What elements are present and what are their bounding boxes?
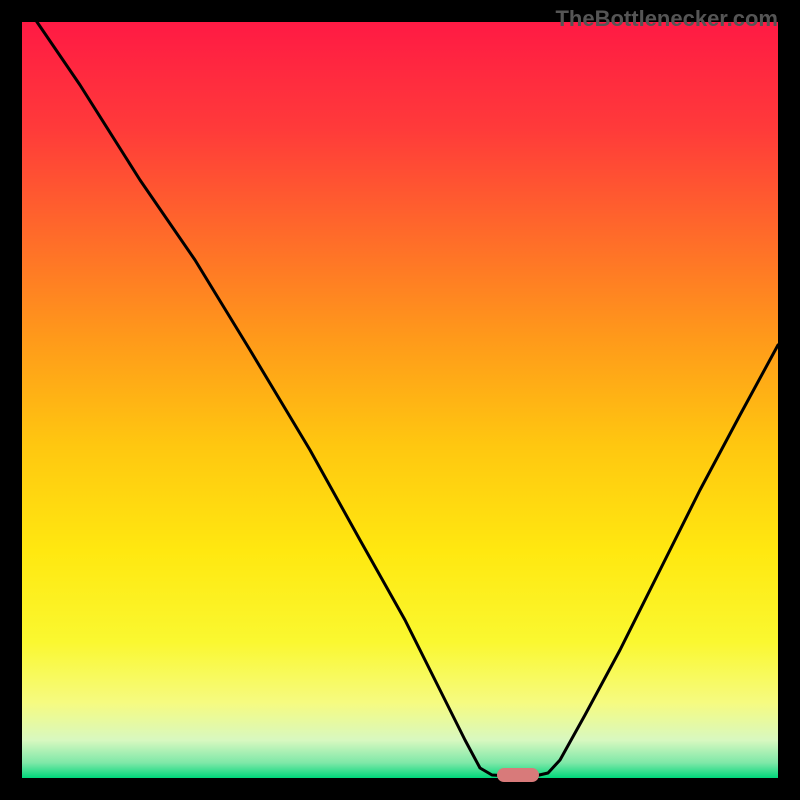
- bottleneck-curve: [22, 0, 778, 776]
- watermark-text: TheBottlenecker.com: [555, 6, 778, 32]
- optimal-marker: [497, 768, 539, 782]
- curve-overlay: [0, 0, 800, 800]
- chart-container: TheBottlenecker.com: [0, 0, 800, 800]
